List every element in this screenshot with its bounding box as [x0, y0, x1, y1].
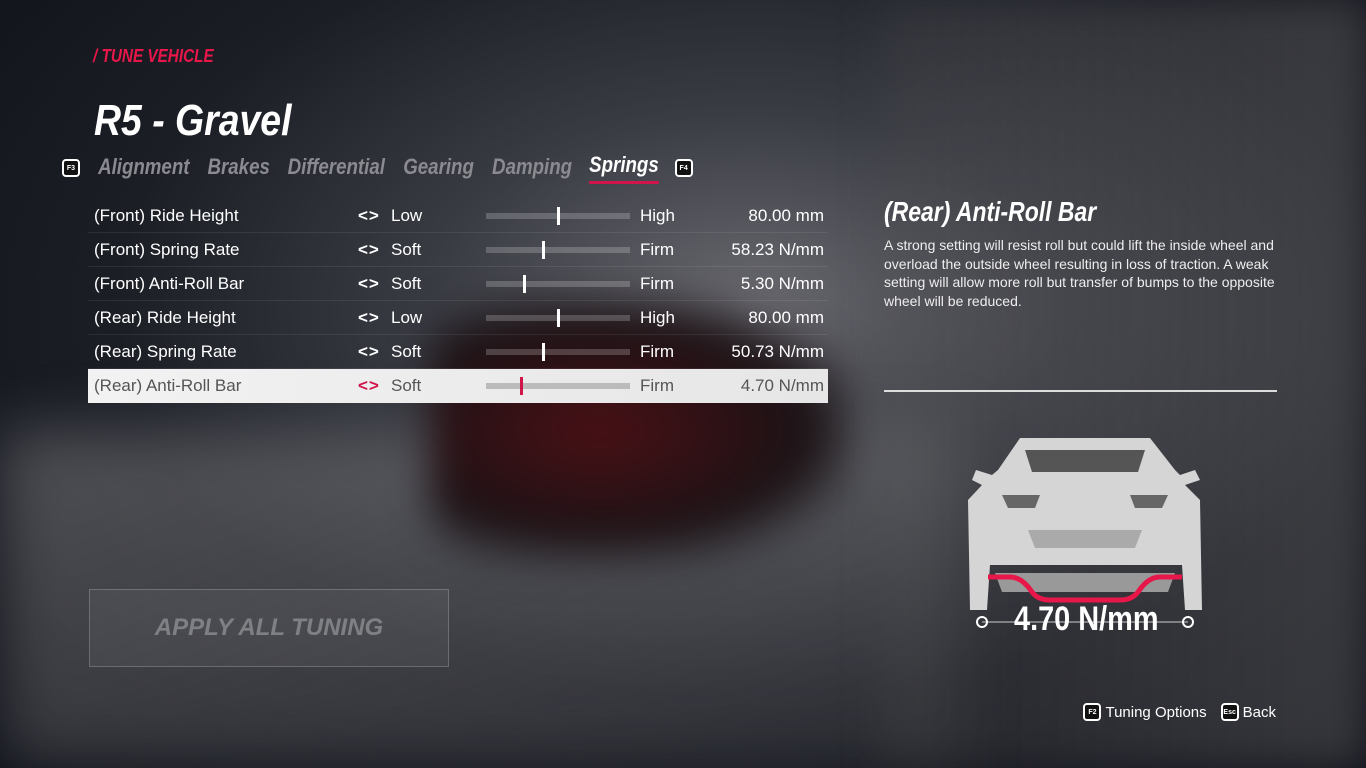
high-label: Firm: [640, 273, 674, 293]
setting-label: (Front) Ride Height: [94, 205, 239, 225]
tab-brakes[interactable]: Brakes: [207, 153, 270, 179]
settings-list: (Front) Ride Height <> Low High 80.00 mm…: [88, 199, 828, 403]
f2-key-icon: F2: [1083, 703, 1102, 721]
left-right-arrows-icon[interactable]: <>: [358, 205, 380, 225]
high-label: Firm: [640, 239, 674, 259]
divider: [884, 390, 1277, 392]
setting-row[interactable]: (Front) Spring Rate <> Soft Firm 58.23 N…: [88, 233, 828, 267]
tab-springs[interactable]: Springs: [588, 152, 659, 184]
prev-tab-key[interactable]: F3: [62, 159, 80, 177]
setting-slider[interactable]: [486, 342, 630, 361]
left-right-arrows-icon[interactable]: <>: [358, 273, 380, 293]
setting-label: (Front) Spring Rate: [94, 239, 240, 259]
setting-slider[interactable]: [486, 206, 630, 225]
slider-marker[interactable]: [519, 376, 523, 395]
left-right-arrows-icon[interactable]: <>: [358, 341, 380, 361]
detail-description: A strong setting will resist roll but co…: [884, 237, 1275, 309]
slider-marker[interactable]: [556, 206, 560, 225]
setting-row[interactable]: (Front) Ride Height <> Low High 80.00 mm: [88, 199, 828, 233]
setting-row[interactable]: (Rear) Ride Height <> Low High 80.00 mm: [88, 301, 828, 335]
high-label: High: [640, 205, 675, 225]
setting-slider[interactable]: [486, 274, 630, 293]
detail-title: (Rear) Anti-Roll Bar: [884, 196, 1097, 227]
setting-label: (Rear) Ride Height: [94, 307, 236, 327]
left-right-arrows-icon[interactable]: <>: [358, 375, 380, 395]
setting-value: 5.30 N/mm: [740, 273, 824, 293]
tab-alignment[interactable]: Alignment: [98, 153, 190, 179]
setting-row[interactable]: (Front) Anti-Roll Bar <> Soft Firm 5.30 …: [88, 267, 828, 301]
esc-key-icon: Esc: [1220, 703, 1239, 721]
apply-all-tuning-button[interactable]: APPLY ALL TUNING: [89, 589, 449, 667]
setting-value: 50.73 N/mm: [731, 341, 824, 361]
high-label: Firm: [640, 375, 674, 395]
low-label: Soft: [391, 375, 422, 395]
low-label: Low: [391, 205, 423, 225]
setting-value: 80.00 mm: [748, 205, 824, 225]
detail-value: 4.70 N/mm: [1014, 600, 1159, 638]
car-rear-diagram: [968, 438, 1202, 628]
setting-slider[interactable]: [486, 308, 630, 327]
back-button[interactable]: Esc Back: [1220, 703, 1276, 721]
tab-gearing[interactable]: Gearing: [403, 153, 475, 179]
setting-label: (Front) Anti-Roll Bar: [94, 273, 245, 293]
setting-row[interactable]: (Rear) Spring Rate <> Soft Firm 50.73 N/…: [88, 335, 828, 369]
high-label: High: [640, 307, 675, 327]
tab-damping[interactable]: Damping: [491, 153, 572, 179]
low-label: Soft: [391, 273, 422, 293]
next-tab-key[interactable]: F4: [674, 159, 693, 177]
low-label: Soft: [391, 341, 422, 361]
setting-slider[interactable]: [486, 376, 630, 395]
slider-marker[interactable]: [522, 274, 526, 293]
breadcrumb: / TUNE VEHICLE: [93, 46, 214, 66]
back-label: Back: [1242, 703, 1276, 721]
left-right-arrows-icon[interactable]: <>: [358, 239, 380, 259]
slider-marker[interactable]: [542, 342, 546, 361]
setting-value: 58.23 N/mm: [731, 239, 824, 259]
slider-marker[interactable]: [542, 240, 546, 259]
left-right-arrows-icon[interactable]: <>: [358, 307, 380, 327]
setting-label: (Rear) Anti-Roll Bar: [94, 375, 242, 395]
low-label: Soft: [391, 239, 422, 259]
setting-slider[interactable]: [486, 240, 630, 259]
slider-marker[interactable]: [556, 308, 560, 327]
low-label: Low: [391, 307, 423, 327]
footer-actions: F2 Tuning Options Esc Back: [1083, 703, 1276, 721]
page-title: R5 - Gravel: [94, 96, 292, 145]
setting-value: 4.70 N/mm: [740, 375, 824, 395]
high-label: Firm: [640, 341, 674, 361]
tab-differential[interactable]: Differential: [287, 153, 385, 179]
tuning-options-button[interactable]: F2 Tuning Options: [1083, 703, 1207, 721]
setting-label: (Rear) Spring Rate: [94, 341, 237, 361]
setting-value: 80.00 mm: [748, 307, 824, 327]
tab-bar: F3 Alignment Brakes Differential Gearing…: [62, 152, 693, 184]
setting-row[interactable]: (Rear) Anti-Roll Bar <> Soft Firm 4.70 N…: [88, 369, 828, 403]
tuning-options-label: Tuning Options: [1105, 703, 1207, 721]
